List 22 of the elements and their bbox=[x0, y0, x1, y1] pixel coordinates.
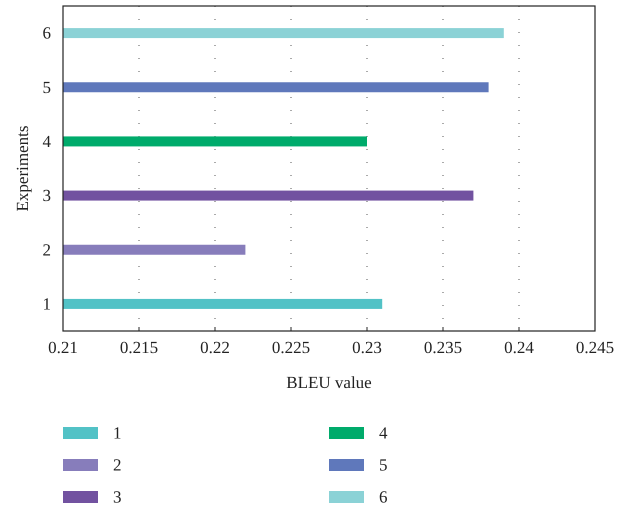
y-tick-label: 3 bbox=[42, 186, 51, 206]
y-tick-label: 1 bbox=[42, 294, 51, 314]
y-tick-label: 5 bbox=[42, 78, 51, 97]
legend-label: 2 bbox=[113, 456, 122, 474]
legend-label: 3 bbox=[113, 488, 122, 506]
y-tick-label: 2 bbox=[42, 240, 51, 260]
legend-label: 5 bbox=[379, 456, 388, 474]
x-axis-title: BLEU value bbox=[286, 373, 372, 392]
x-tick-label: 0.21 bbox=[48, 338, 78, 357]
x-tick-label: 0.23 bbox=[352, 338, 382, 357]
legend-label: 4 bbox=[379, 424, 388, 442]
x-tick-label: 0.215 bbox=[120, 338, 158, 357]
x-tick-label: 0.225 bbox=[272, 338, 310, 357]
x-tick-label: 0.22 bbox=[200, 338, 230, 357]
legend-label: 1 bbox=[113, 424, 122, 442]
x-tick-label: 0.235 bbox=[424, 338, 462, 357]
y-axis-title: Experiments bbox=[13, 126, 32, 212]
y-tick-label: 6 bbox=[42, 24, 51, 43]
y-tick-label: 4 bbox=[42, 132, 52, 151]
x-tick-label: 0.245 bbox=[576, 338, 614, 357]
x-tick-label: 0.24 bbox=[504, 338, 534, 357]
legend-label: 6 bbox=[379, 488, 388, 506]
